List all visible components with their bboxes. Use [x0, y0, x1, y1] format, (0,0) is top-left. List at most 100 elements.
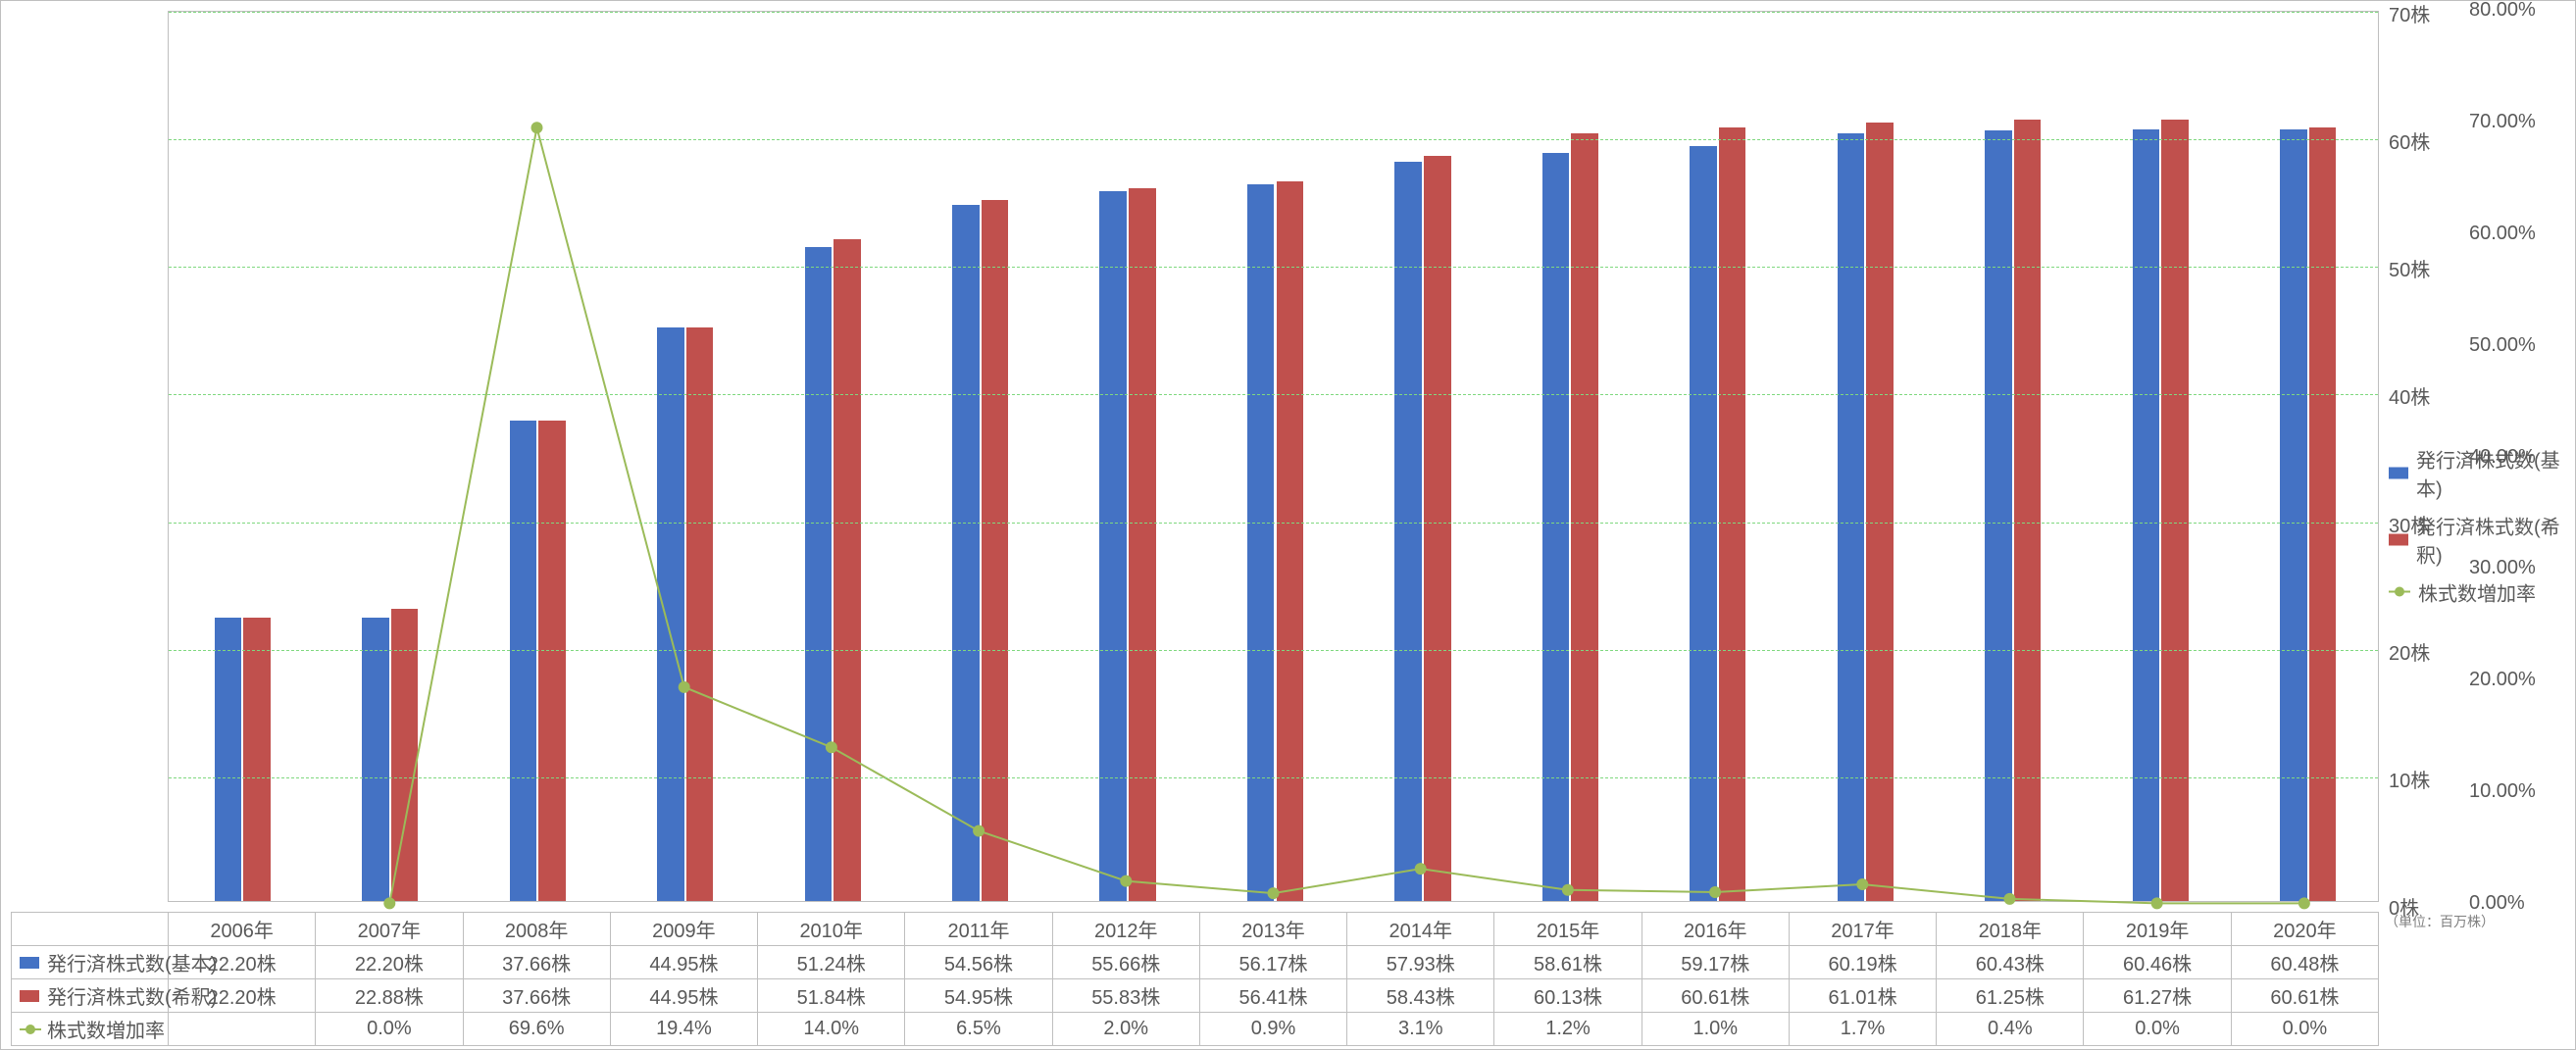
- data-table-wrap: 2006年2007年2008年2009年2010年2011年2012年2013年…: [11, 912, 2379, 1039]
- data-cell: 58.61株: [1494, 946, 1642, 979]
- unit-label: （単位：百万株）: [2385, 912, 2495, 931]
- growth-marker: [973, 825, 985, 836]
- data-cell: 56.17株: [1199, 946, 1346, 979]
- legend-item: 発行済株式数(基本): [2389, 444, 2565, 501]
- category-label: 2019年: [2084, 913, 2231, 946]
- data-table: 2006年2007年2008年2009年2010年2011年2012年2013年…: [11, 912, 2379, 1046]
- series-label: 発行済株式数(基本): [47, 954, 217, 975]
- table-row: 発行済株式数(希釈)22.20株22.88株37.66株44.95株51.84株…: [12, 979, 2379, 1013]
- category-label: 2012年: [1052, 913, 1199, 946]
- y2-tick-label: 10.00%: [2469, 780, 2536, 803]
- growth-marker: [1120, 875, 1132, 887]
- category-label: 2017年: [1789, 913, 1936, 946]
- legend-label: 株式数増加率: [2418, 577, 2536, 606]
- category-label: 2006年: [169, 913, 316, 946]
- y1-tick-label: 20株: [2389, 637, 2430, 666]
- data-cell: 37.66株: [463, 946, 610, 979]
- y2-tick-label: 60.00%: [2469, 223, 2536, 245]
- series-label: 株式数増加率: [47, 1021, 165, 1042]
- category-label: 2009年: [610, 913, 757, 946]
- growth-marker: [1709, 886, 1721, 898]
- category-label: 2011年: [905, 913, 1052, 946]
- data-cell: 19.4%: [610, 1013, 757, 1046]
- data-cell: 2.0%: [1052, 1013, 1199, 1046]
- legend-label: 発行済株式数(基本): [2416, 444, 2565, 501]
- category-label: 2013年: [1199, 913, 1346, 946]
- data-cell: 60.43株: [1937, 946, 2084, 979]
- category-label: 2020年: [2231, 913, 2378, 946]
- table-corner-cell: [12, 913, 169, 946]
- data-cell: 60.48株: [2231, 946, 2378, 979]
- growth-marker: [1415, 863, 1427, 875]
- bar-swatch-icon: [20, 957, 39, 969]
- legend-item: 株式数増加率: [2389, 577, 2565, 606]
- category-label: 2015年: [1494, 913, 1642, 946]
- series-label-cell: 株式数増加率: [12, 1013, 169, 1046]
- category-label: 2008年: [463, 913, 610, 946]
- data-cell: 60.46株: [2084, 946, 2231, 979]
- y1-tick-label: 50株: [2389, 254, 2430, 282]
- y1-tick-label: 40株: [2389, 381, 2430, 410]
- growth-marker: [679, 681, 690, 693]
- data-cell: 0.4%: [1937, 1013, 2084, 1046]
- table-header-row: 2006年2007年2008年2009年2010年2011年2012年2013年…: [12, 913, 2379, 946]
- data-cell: 60.13株: [1494, 979, 1642, 1013]
- growth-marker: [2151, 897, 2163, 909]
- data-cell: 69.6%: [463, 1013, 610, 1046]
- data-cell: 44.95株: [610, 979, 757, 1013]
- data-cell: 14.0%: [758, 1013, 905, 1046]
- data-cell: 0.9%: [1199, 1013, 1346, 1046]
- data-cell: 22.88株: [316, 979, 463, 1013]
- growth-marker: [1267, 887, 1279, 899]
- table-row: 発行済株式数(基本)22.20株22.20株37.66株44.95株51.24株…: [12, 946, 2379, 979]
- gridline: [169, 139, 2378, 140]
- gridline: [169, 12, 2378, 13]
- growth-marker: [383, 897, 395, 909]
- growth-marker: [531, 122, 543, 133]
- data-cell: 6.5%: [905, 1013, 1052, 1046]
- line-swatch-icon: [20, 1028, 41, 1030]
- growth-marker: [1856, 878, 1868, 890]
- y2-tick-label: 50.00%: [2469, 334, 2536, 357]
- growth-marker: [826, 741, 837, 753]
- data-cell: 60.61株: [1642, 979, 1789, 1013]
- data-cell: 58.43株: [1347, 979, 1494, 1013]
- gridline: [169, 777, 2378, 778]
- data-cell: 55.83株: [1052, 979, 1199, 1013]
- growth-marker: [2003, 893, 2015, 905]
- gridline: [169, 650, 2378, 651]
- data-cell: 61.25株: [1937, 979, 2084, 1013]
- bar-swatch-icon: [2389, 467, 2408, 478]
- data-cell: 0.0%: [2231, 1013, 2378, 1046]
- category-label: 2010年: [758, 913, 905, 946]
- y1-tick-label: 70株: [2389, 0, 2430, 27]
- series-label-cell: 発行済株式数(希釈): [12, 979, 169, 1013]
- gridline: [169, 523, 2378, 524]
- data-cell: 54.95株: [905, 979, 1052, 1013]
- y2-tick-label: 70.00%: [2469, 111, 2536, 133]
- data-cell: 54.56株: [905, 946, 1052, 979]
- legend: 発行済株式数(基本) 発行済株式数(希釈) 株式数増加率: [2389, 434, 2565, 616]
- table-row: 株式数増加率0.0%69.6%19.4%14.0%6.5%2.0%0.9%3.1…: [12, 1013, 2379, 1046]
- gridline: [169, 267, 2378, 268]
- y1-tick-label: 10株: [2389, 765, 2430, 793]
- data-cell: 1.0%: [1642, 1013, 1789, 1046]
- gridline: [169, 394, 2378, 395]
- growth-line: [389, 127, 2304, 903]
- plot-area: [168, 11, 2379, 902]
- line-series-svg: [169, 12, 2378, 903]
- data-cell: 37.66株: [463, 979, 610, 1013]
- y1-tick-label: 60株: [2389, 126, 2430, 155]
- data-cell: 1.7%: [1789, 1013, 1936, 1046]
- data-cell: 55.66株: [1052, 946, 1199, 979]
- data-cell: 60.19株: [1789, 946, 1936, 979]
- bar-swatch-icon: [20, 990, 39, 1002]
- growth-marker: [1562, 884, 1574, 896]
- legend-item: 発行済株式数(希釈): [2389, 511, 2565, 568]
- category-label: 2016年: [1642, 913, 1789, 946]
- y2-tick-label: 20.00%: [2469, 669, 2536, 691]
- chart-container: 0株10株20株30株40株50株60株70株 0.00%10.00%20.00…: [0, 0, 2576, 1050]
- data-cell: 57.93株: [1347, 946, 1494, 979]
- series-label: 発行済株式数(希釈): [47, 987, 217, 1009]
- data-cell: 61.27株: [2084, 979, 2231, 1013]
